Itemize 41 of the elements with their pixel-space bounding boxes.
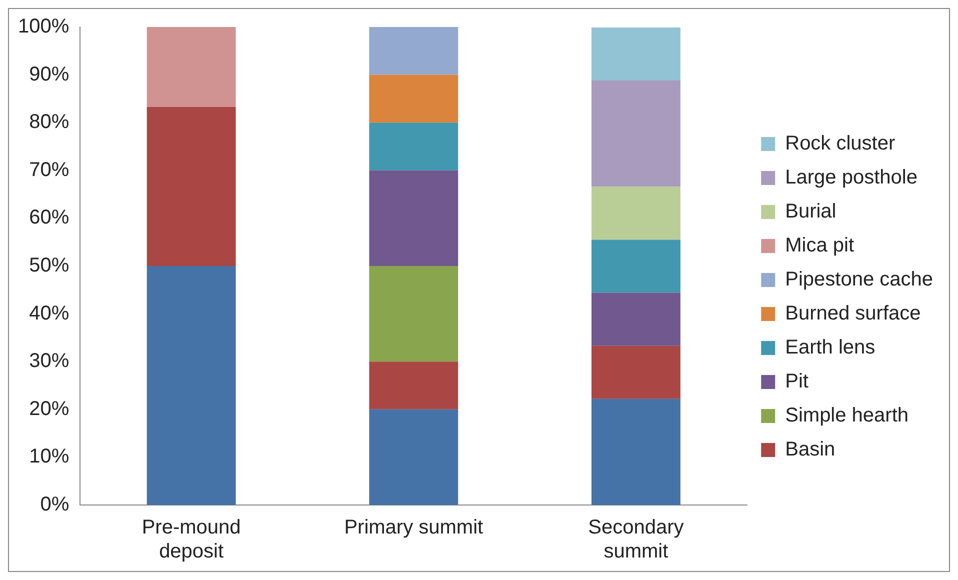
y-tick-label: 80% — [29, 111, 70, 134]
bar — [369, 362, 458, 410]
y-tick-label: 90% — [29, 63, 70, 86]
legend-label: Burial — [785, 200, 836, 223]
y-tick-label: 30% — [29, 350, 70, 372]
legend-label: Pipestone cache — [785, 268, 934, 291]
legend-label: Mica pit — [785, 234, 854, 257]
x-tick-label: Secondary summit — [588, 516, 684, 563]
bar — [369, 409, 458, 505]
bar — [591, 27, 680, 81]
y-tick-label: 0% — [40, 494, 70, 516]
y-tick-label: 50% — [29, 254, 70, 277]
bar — [369, 122, 458, 170]
y-tick-label: 40% — [29, 302, 70, 324]
bar — [369, 170, 458, 266]
bar — [146, 266, 236, 505]
legend-label: Basin — [785, 438, 836, 461]
bar — [591, 398, 680, 505]
legend-label: Burned surface — [785, 302, 921, 325]
y-tick-label: 20% — [29, 398, 70, 420]
bar — [591, 240, 680, 293]
bar — [146, 27, 236, 107]
bar — [591, 292, 680, 346]
bar — [146, 106, 236, 266]
legend-label: Simple hearth — [785, 404, 909, 427]
bar — [591, 80, 680, 187]
legend-label: Rock cluster — [785, 132, 896, 155]
bar — [369, 27, 458, 75]
y-tick-label: 100% — [18, 16, 70, 38]
legend-label: Large posthole — [785, 166, 918, 189]
x-tick-label: Pre-mound deposit — [142, 516, 241, 563]
bar — [369, 74, 458, 123]
y-tick-label: 60% — [29, 206, 70, 229]
x-tick-label: Primary summit — [344, 516, 484, 539]
legend-label: Pit — [785, 370, 809, 393]
bar — [369, 266, 458, 362]
y-tick-label: 70% — [29, 158, 70, 181]
bar — [591, 186, 680, 240]
y-tick-label: 10% — [29, 446, 70, 468]
bar — [591, 346, 680, 399]
legend-label: Earth lens — [785, 336, 876, 359]
